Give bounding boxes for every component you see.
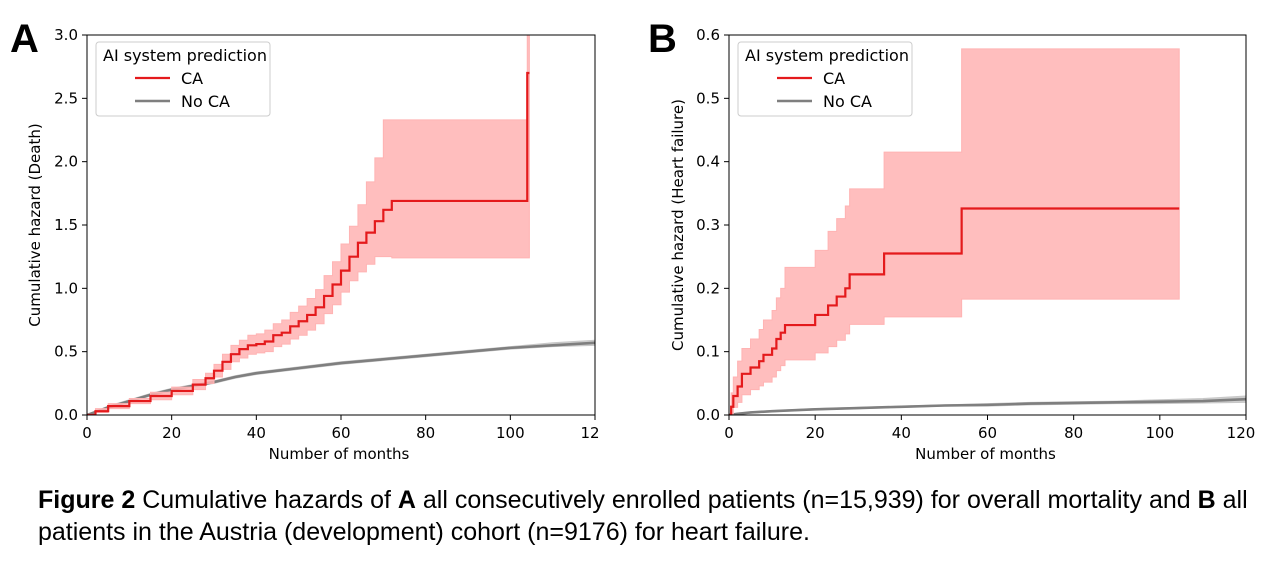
figure-caption: Figure 2 Cumulative hazards of A all con… (38, 484, 1258, 548)
panel-a: 0 20 40 60 80 100 12 0.0 0.5 1.0 1.5 2.0 2.5 3.0 Numbe… (10, 17, 600, 463)
y-tick-label: 2.5 (54, 89, 78, 107)
x-tick-label: 40 (247, 424, 266, 442)
x-tick-label: 120 (1227, 424, 1256, 442)
y-tick-label: 1.5 (54, 216, 78, 234)
y-tick-label: 0.0 (54, 406, 78, 424)
legend: AI system prediction CA No CA (737, 41, 913, 117)
legend-title: AI system prediction (745, 46, 909, 65)
y-tick-label: 1.0 (54, 279, 78, 297)
x-tick-label: 20 (162, 424, 181, 442)
x-tick-label: 12 (580, 424, 599, 442)
plot-area (729, 48, 1246, 415)
legend: AI system prediction CA No CA (95, 41, 271, 117)
caption-text-3: all patients in the Austria (development… (38, 486, 1248, 546)
x-tick-label: 60 (331, 424, 350, 442)
plot-area (87, 35, 595, 415)
y-tick-label: 0.0 (696, 406, 720, 424)
y-tick-label: 0.2 (696, 279, 720, 297)
y-tick-label: 3.0 (54, 26, 78, 44)
noca-series-line (87, 341, 595, 415)
y-tick-label: 0.5 (696, 89, 720, 107)
ca-legend-label: CA (823, 69, 845, 88)
x-tick-label: 0 (82, 424, 92, 442)
caption-text-1: Cumulative hazards of (135, 486, 398, 514)
ca-series-line (87, 71, 530, 415)
y-tick-label: 0.5 (54, 343, 78, 361)
x-tick-label: 100 (1146, 424, 1175, 442)
x-tick-label: 0 (724, 424, 734, 442)
caption-text-2: all consecutively enrolled patients (n=1… (415, 486, 1198, 514)
y-axis-label: Cumulative hazard (Heart failure) (669, 99, 687, 351)
y-tick-label: 0.6 (696, 26, 720, 44)
noca-ci-band (87, 339, 595, 415)
panel-letter: B (648, 17, 677, 61)
x-tick-label: 80 (1064, 424, 1083, 442)
panel-b: 0 20 40 60 80 100 120 0.0 0.1 0.2 0.3 0.4 0.5 0.6 Numb… (648, 17, 1255, 463)
x-tick-label: 40 (892, 424, 911, 442)
caption-bold-a: A (397, 486, 416, 514)
noca-legend-label: No CA (181, 92, 230, 111)
caption-figure-label: Figure 2 (38, 486, 136, 514)
figure: 0 20 40 60 80 100 12 0.0 0.5 1.0 1.5 2.0 2.5 3.0 Numbe… (10, 17, 1255, 463)
caption-bold-b: B (1197, 486, 1216, 514)
y-tick-label: 0.3 (696, 216, 720, 234)
x-tick-label: 60 (978, 424, 997, 442)
x-tick-label: 80 (416, 424, 435, 442)
y-tick-label: 2.0 (54, 153, 78, 171)
legend-box (737, 41, 913, 117)
x-axis-label: Number of months (915, 445, 1056, 463)
panel-letter: A (10, 17, 39, 61)
y-axis-label: Cumulative hazard (Death) (26, 123, 44, 326)
noca-series-line (729, 397, 1246, 415)
ca-legend-label: CA (181, 69, 203, 88)
noca-legend-label: No CA (823, 92, 872, 111)
legend-box (95, 41, 271, 117)
y-tick-label: 0.4 (696, 153, 720, 171)
y-tick-label: 0.1 (696, 343, 720, 361)
x-tick-label: 100 (496, 424, 525, 442)
ca-series-line (729, 207, 1180, 415)
x-tick-label: 20 (806, 424, 825, 442)
ca-ci-band (729, 48, 1180, 415)
x-axis-label: Number of months (269, 445, 410, 463)
legend-title: AI system prediction (103, 46, 267, 65)
